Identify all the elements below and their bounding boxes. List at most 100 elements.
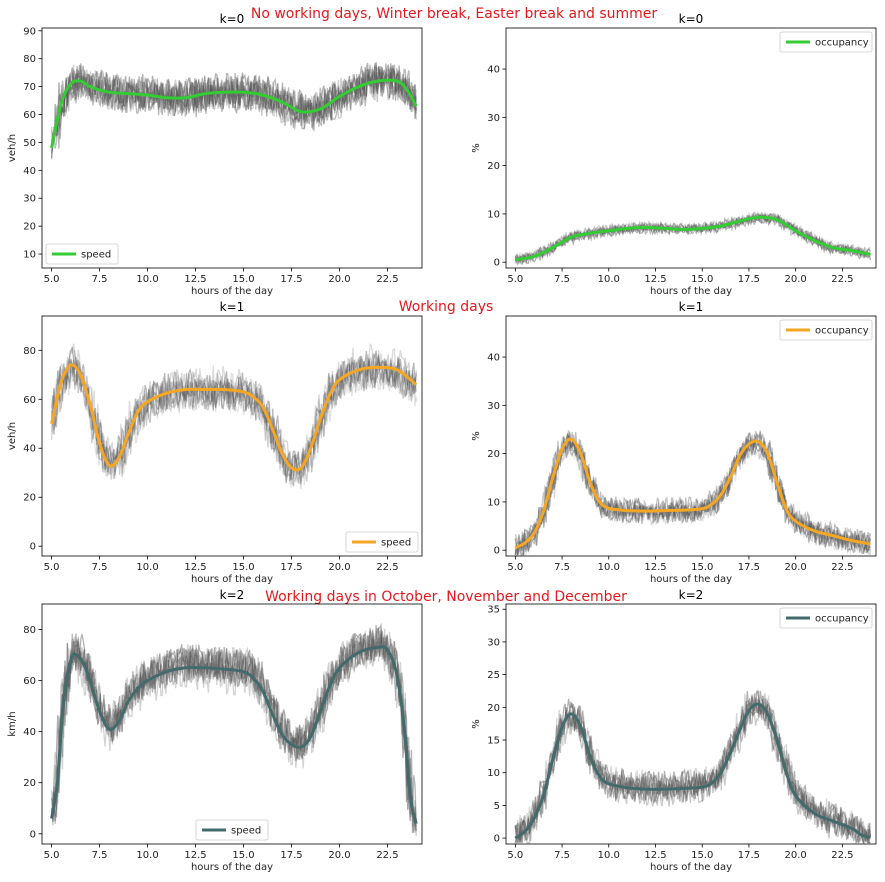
- x-tick-label: 15.0: [691, 562, 713, 573]
- series-line-speed: [50, 363, 418, 472]
- raw-traces: [50, 622, 417, 836]
- x-tick-label: 22.5: [376, 850, 398, 861]
- legend-label: occupancy: [815, 38, 869, 49]
- chart-panel-3: k=1 5.0 7.5 10.0 12.5 15.0 17.5 20.0 22.5 0 10 20 30…: [471, 300, 877, 585]
- raw-trace: [50, 357, 417, 488]
- y-axis-label: km/h: [7, 711, 18, 736]
- chart-panel-5: k=2 5.0 7.5 10.0 12.5 15.0 17.5 20.0 22.5 0 5 10 15 2…: [471, 588, 877, 873]
- axes-frame: [505, 603, 877, 845]
- y-tick-label: 10: [23, 250, 36, 261]
- y-tick-label: 25: [487, 670, 500, 681]
- raw-trace: [50, 61, 417, 159]
- raw-trace: [515, 440, 872, 556]
- legend-label: speed: [381, 538, 411, 549]
- series-line-occupancy: [515, 215, 871, 262]
- panel-title: k=0: [220, 12, 245, 26]
- y-axis-label: veh/h: [7, 134, 18, 162]
- x-tick-label: 5.0: [507, 274, 523, 285]
- y-tick-label: 30: [487, 401, 500, 412]
- chart-panel-2: k=1 5.0 7.5 10.0 12.5 15.0 17.5 20.0 22.5 0 20 40 60…: [7, 300, 423, 585]
- x-tick-label: 15.0: [691, 274, 713, 285]
- raw-trace: [50, 622, 417, 825]
- y-tick-label: 60: [23, 110, 36, 121]
- raw-trace: [50, 61, 417, 145]
- y-tick-label: 60: [23, 676, 36, 687]
- x-tick-label: 20.0: [785, 274, 807, 285]
- axes-frame: [41, 315, 423, 557]
- x-tick-label: 12.5: [644, 850, 666, 861]
- x-tick-label: 10.0: [136, 274, 158, 285]
- x-axis-label: hours of the day: [191, 286, 273, 297]
- chart-panel-4: k=2 5.0 7.5 10.0 12.5 15.0 17.5 20.0 22.5 0 20 40 60…: [7, 588, 423, 873]
- legend: occupancy: [779, 607, 873, 629]
- raw-trace: [51, 630, 417, 823]
- x-tick-label: 17.5: [280, 850, 302, 861]
- x-tick-label: 20.0: [785, 562, 807, 573]
- axes-frame: [41, 27, 423, 269]
- row-title-2: Working days in October, November and De…: [265, 589, 627, 605]
- raw-trace: [514, 439, 872, 556]
- x-tick-label: 7.5: [554, 850, 570, 861]
- x-tick-label: 10.0: [136, 562, 158, 573]
- y-axis-label: veh/h: [7, 422, 18, 450]
- y-tick-label: 40: [23, 166, 36, 177]
- y-tick-label: 0: [30, 829, 36, 840]
- x-tick-label: 10.0: [136, 850, 158, 861]
- legend: speed: [195, 819, 269, 841]
- raw-trace: [50, 627, 417, 833]
- x-tick-label: 15.0: [691, 850, 713, 861]
- raw-trace: [50, 355, 417, 485]
- x-tick-label: 7.5: [92, 274, 108, 285]
- panel-title: k=0: [679, 12, 704, 26]
- x-tick-label: 22.5: [831, 562, 853, 573]
- raw-traces: [514, 430, 872, 556]
- y-tick-label: 20: [23, 222, 36, 233]
- raw-trace: [50, 65, 417, 153]
- x-tick-label: 12.5: [644, 274, 666, 285]
- x-axis-label: hours of the day: [650, 286, 732, 297]
- panel-title: k=1: [679, 300, 704, 314]
- raw-trace: [50, 627, 417, 836]
- raw-traces: [514, 689, 872, 844]
- y-tick-label: 0: [494, 834, 500, 845]
- raw-trace: [514, 694, 872, 844]
- panel-title: k=2: [220, 588, 245, 602]
- y-tick-label: 30: [487, 637, 500, 648]
- y-axis-label: %: [471, 143, 482, 153]
- raw-trace: [51, 638, 417, 832]
- x-tick-label: 20.0: [328, 562, 350, 573]
- y-tick-label: 20: [487, 449, 500, 460]
- y-tick-label: 10: [487, 497, 500, 508]
- raw-trace: [514, 211, 871, 262]
- y-tick-label: 40: [23, 444, 36, 455]
- raw-trace: [50, 69, 417, 154]
- chart-panel-1: k=0 5.0 7.5 10.0 12.5 15.0 17.5 20.0 22.5 0 10 20 30…: [471, 12, 877, 297]
- x-axis-label: hours of the day: [191, 862, 273, 873]
- y-tick-label: 80: [23, 346, 36, 357]
- y-tick-label: 10: [487, 768, 500, 779]
- x-tick-label: 17.5: [280, 274, 302, 285]
- y-tick-label: 10: [487, 209, 500, 220]
- series-line-speed: [50, 645, 418, 824]
- raw-trace: [514, 689, 872, 842]
- x-tick-label: 7.5: [554, 562, 570, 573]
- series-line-occupancy: [514, 437, 871, 550]
- y-tick-label: 0: [494, 258, 500, 269]
- y-axis-label: %: [471, 719, 482, 729]
- x-tick-label: 5.0: [44, 274, 60, 285]
- y-tick-label: 30: [23, 194, 36, 205]
- y-tick-label: 5: [494, 801, 500, 812]
- raw-trace: [514, 696, 872, 843]
- y-tick-label: 15: [487, 736, 500, 747]
- x-tick-label: 20.0: [785, 850, 807, 861]
- x-tick-label: 10.0: [598, 274, 620, 285]
- panel-title: k=1: [220, 300, 245, 314]
- y-axis-label: %: [471, 431, 482, 441]
- x-tick-label: 20.0: [328, 850, 350, 861]
- x-tick-label: 5.0: [44, 850, 60, 861]
- x-tick-label: 15.0: [232, 274, 254, 285]
- legend-label: occupancy: [815, 614, 869, 625]
- y-tick-label: 70: [23, 82, 36, 93]
- raw-trace: [514, 430, 872, 556]
- raw-trace: [514, 434, 871, 556]
